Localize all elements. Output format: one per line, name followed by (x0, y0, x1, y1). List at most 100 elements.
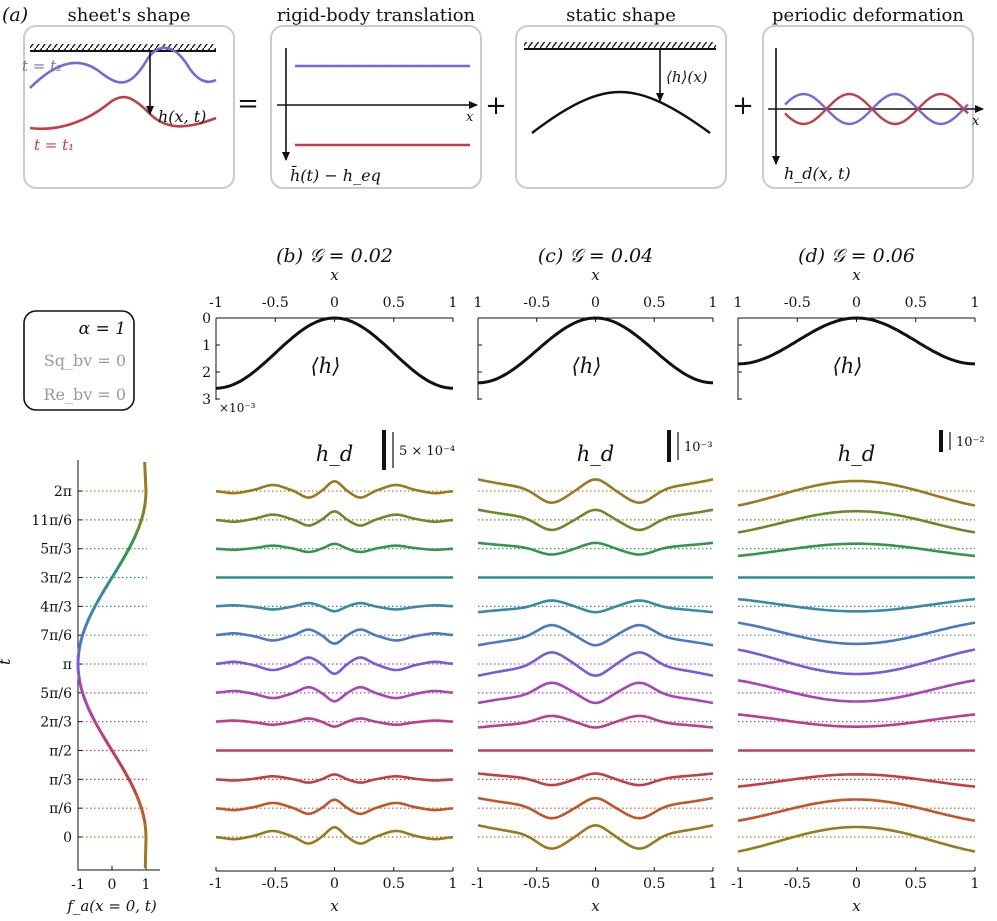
param-sq: Sq_bv = 0 (44, 351, 126, 370)
hd-x-tick-label: -0.5 (262, 876, 289, 892)
static-label: ⟨h⟩(x) (666, 68, 708, 86)
panel-a-label: (a) (2, 4, 28, 26)
forcing-x-tick-label: 0 (108, 877, 117, 893)
hd-curve (477, 714, 714, 729)
hd-curve (215, 542, 454, 554)
top-tick-label: 1 (449, 295, 458, 311)
hd-curve (215, 479, 454, 499)
box-static-shape: static shape ⟨h⟩(x) (515, 5, 727, 189)
curve-t1 (29, 95, 217, 131)
forcing-curve-tail (143, 836, 148, 869)
forcing-y-tick-label: 4π/3 (40, 599, 72, 615)
hd-x-tick-label: -0.5 (784, 876, 811, 892)
operator-plus-2: + (732, 91, 754, 121)
box-title-periodic: periodic deformation (772, 5, 964, 26)
hd-x-tick-label: -1 (209, 876, 223, 892)
mean-shape-curve (737, 316, 976, 366)
mean-shape-curve (477, 316, 714, 385)
y-exponent: ×10⁻³ (219, 401, 256, 415)
hd-curve (477, 508, 714, 532)
hd-plot: -1 -0.5 0 0.5 1 x h_d 10⁻³ (471, 430, 717, 915)
hd-curve (737, 648, 976, 676)
hd-curve (737, 621, 976, 646)
forcing-y-tick-label: 5π/3 (40, 542, 72, 558)
top-tick-label: -0.5 (784, 295, 811, 311)
top-tick-label: -0.5 (262, 295, 289, 311)
mean-shape-curve (215, 316, 454, 390)
hd-curve (737, 825, 976, 853)
box-periodic-deformation: periodic deformation x h_d(x, t) (762, 5, 984, 189)
y-tick-label: 2 (202, 365, 211, 381)
forcing-x-label: f_a(x = 0, t) (66, 897, 157, 915)
scale-bar-label: 10⁻³ (684, 440, 713, 455)
hd-curve (215, 685, 454, 703)
hd-x-tick-label: -1 (471, 876, 485, 892)
hd-label: h_d (838, 442, 875, 466)
forcing-y-tick-label: 2π/3 (40, 715, 72, 731)
deformation-curve-t1 (784, 92, 969, 126)
hd-x-label: x (591, 897, 600, 915)
hd-curve (737, 772, 976, 788)
hd-x-tick-label: 0 (852, 876, 861, 892)
hd-curve (215, 656, 454, 676)
hd-curve (477, 823, 714, 850)
operator-equals: = (237, 89, 259, 119)
hd-curve (215, 825, 454, 845)
forcing-y-tick-label: π (63, 657, 72, 673)
hd-x-tick-label: 0.5 (643, 876, 665, 892)
hd-curve (737, 597, 976, 613)
y-tick-label: 3 (202, 392, 211, 408)
top-tick-label: 0.5 (905, 295, 927, 311)
forcing-y-tick-label: π/6 (49, 801, 72, 817)
h-label: h(x, t) (158, 107, 206, 126)
forcing-curve-tail (143, 461, 148, 492)
hd-curve (477, 478, 714, 505)
top-tick-label: 0 (591, 295, 600, 311)
mean-shape-plot: (b) 𝒢 = 0.02x -1 -0.5 0 0.5 1 0 1 2 3 ×10⁻³ ⟨h⟩ (202, 245, 457, 415)
deformation-curve-t2 (784, 92, 969, 126)
forcing-y-tick-label: π/3 (49, 772, 72, 788)
hd-x-label: x (852, 897, 861, 915)
top-tick-label: 1 (734, 295, 743, 311)
hd-x-label: x (330, 897, 339, 915)
forcing-y-tick-label: 0 (63, 830, 72, 846)
box-sheet-shape: sheet's shape h(x, t) t = t₂ t = t₁ (22, 5, 235, 189)
hd-x-tick-label: 1 (449, 876, 458, 892)
mean-shape-plot: (d) 𝒢 = 0.06x 1 -0.5 0 0.5 1 ⟨h⟩ (734, 245, 979, 400)
box-rigid-body: rigid-body translation x h̄(t) − h_eq (270, 5, 482, 189)
hd-x-tick-label: -1 (731, 876, 745, 892)
forcing-y-tick-label: 5π/6 (40, 686, 72, 702)
scale-bar-label: 10⁻² (956, 435, 985, 450)
hd-x-tick-label: 0 (591, 876, 600, 892)
mean-shape-label: ⟨h⟩ (311, 354, 341, 378)
param-alpha: α = 1 (79, 319, 126, 339)
hd-curve (477, 681, 714, 705)
forcing-y-tick-label: 2π (54, 484, 72, 500)
hd-curve (215, 628, 454, 646)
hd-curve (477, 796, 714, 820)
top-x-axis-label: x (330, 266, 339, 284)
forcing-y-label: t (0, 658, 14, 665)
parameter-box: α = 1 Sq_bv = 0 Re_bv = 0 (23, 310, 135, 411)
hd-curve (477, 541, 714, 556)
hd-curve (737, 679, 976, 703)
hd-curve (215, 601, 454, 613)
wall-hatch (524, 42, 716, 49)
forcing-x-tick-label: -1 (71, 877, 85, 893)
forcing-y-tick-label: 7π/6 (40, 628, 72, 644)
hd-x-tick-label: 0.5 (905, 876, 927, 892)
hd-curve (737, 479, 976, 507)
mean-shape-label: ⟨h⟩ (833, 354, 863, 378)
param-re: Re_bv = 0 (43, 385, 126, 404)
hd-curve (215, 798, 454, 816)
wall-hatch (30, 44, 216, 51)
hd-x-tick-label: 1 (971, 876, 980, 892)
x-axis-label: x (466, 110, 474, 125)
box-title-static-shape: static shape (566, 5, 676, 26)
top-tick-label: 0.5 (643, 295, 665, 311)
hd-x-tick-label: 1 (709, 876, 718, 892)
forcing-y-tick-label: 3π/2 (40, 571, 72, 587)
hd-plot: -1 -0.5 0 0.5 1 x h_d 5 × 10⁻⁴ (209, 430, 457, 915)
hd-x-tick-label: -0.5 (523, 876, 550, 892)
hd-curve (215, 773, 454, 784)
